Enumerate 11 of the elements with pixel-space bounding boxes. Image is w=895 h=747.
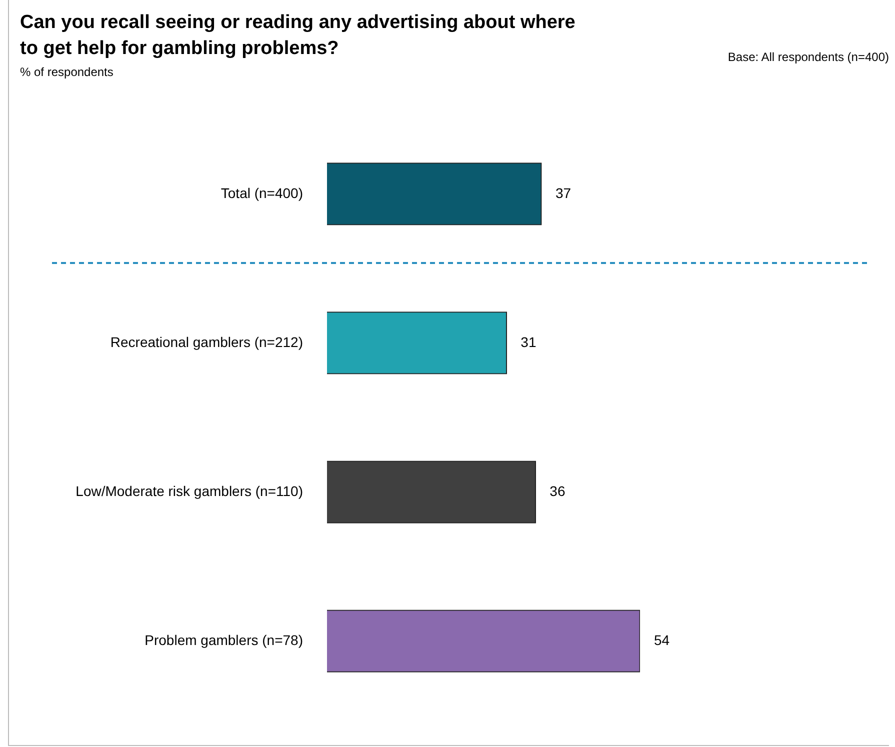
data-label: 37 bbox=[555, 184, 572, 201]
y-tick-label: Low/Moderate risk gamblers (n=110) bbox=[76, 482, 303, 499]
y-tick-label: Total (n=400) bbox=[220, 184, 303, 201]
chart-title: Can you recall seeing or reading any advertising about where to get help for gambling problems? bbox=[20, 11, 576, 61]
data-label: 54 bbox=[654, 632, 670, 648]
y-tick-label: Recreational gamblers (n=212) bbox=[110, 334, 303, 350]
text: Base: All respondents (n=400) bbox=[728, 50, 889, 64]
y-tick-label: Problem gamblers (n=78) bbox=[144, 632, 303, 648]
data-label: 36 bbox=[550, 482, 566, 499]
text: % of respondents bbox=[20, 65, 114, 79]
data-label: 31 bbox=[520, 334, 536, 350]
